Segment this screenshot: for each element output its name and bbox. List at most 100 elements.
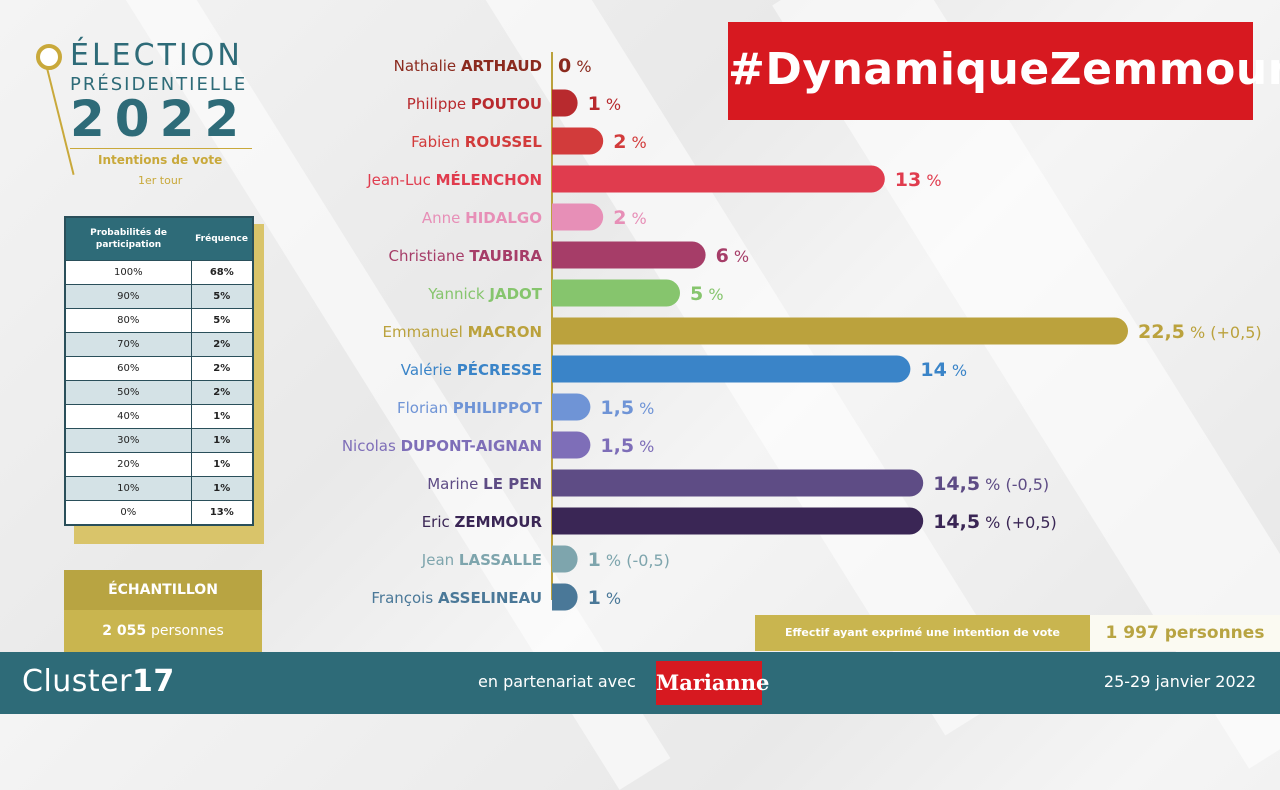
value-label: 14,5 % (+0,5) <box>933 511 1057 533</box>
candidate-label: Jean-Luc MÉLENCHON <box>366 170 542 189</box>
value-label: 6 % <box>716 245 750 267</box>
brand-bold: 17 <box>131 664 175 699</box>
candidate-lastname: JADOT <box>488 285 542 303</box>
value-number: 1,5 <box>600 397 634 419</box>
candidate-firstname: Philippe <box>407 95 471 113</box>
table-header-probability: Probabilités de participation <box>65 217 192 261</box>
effectif-value: 1 997 personnes <box>1090 615 1280 651</box>
candidate-lastname: ASSELINEAU <box>438 589 542 607</box>
bar-base <box>552 545 566 573</box>
value-label: 1 % (-0,5) <box>588 549 670 571</box>
hashtag-banner: #DynamiqueZemmour <box>728 22 1280 120</box>
candidate-label: Fabien ROUSSEL <box>411 133 542 151</box>
effectif-box: Effectif ayant exprimé une intention de … <box>755 615 1280 651</box>
candidate-label: Nathalie ARTHAUD <box>394 57 542 75</box>
probability-cell: 40% <box>64 404 192 429</box>
candidate-firstname: Yannick <box>427 285 489 303</box>
probability-cell: 100% <box>64 260 192 285</box>
frequency-cell: 5% <box>190 284 254 309</box>
candidate-lastname: ZEMMOUR <box>455 513 543 531</box>
table-row: 10% 1% <box>64 476 254 501</box>
table-row: 60% 2% <box>64 356 254 381</box>
value-number: 22,5 <box>1138 321 1185 343</box>
value-number: 14 <box>920 359 946 381</box>
bar-base <box>552 279 566 307</box>
participation-table-wrap: Probabilités de participation Fréquence … <box>64 216 264 544</box>
title-presidentielle: PRÉSIDENTIELLE <box>70 74 248 95</box>
value-unit: % <box>947 361 967 380</box>
candidate-lastname: ARTHAUD <box>461 57 542 75</box>
value-label: 14,5 % (-0,5) <box>933 473 1049 495</box>
bar-base <box>552 317 566 345</box>
candidate-lastname: MÉLENCHON <box>436 170 542 189</box>
partner-text: en partenariat avec <box>478 672 636 691</box>
candidate-label: Jean LASSALLE <box>421 551 542 569</box>
bar <box>552 317 1128 345</box>
table-row: 40% 1% <box>64 404 254 429</box>
candidate-lastname: POUTOU <box>471 95 542 113</box>
candidate-firstname: Jean <box>421 551 459 569</box>
effectif-label: Effectif ayant exprimé une intention de … <box>755 615 1090 651</box>
value-number: 1 <box>588 549 601 571</box>
value-number: 0 <box>558 55 571 77</box>
value-unit: % <box>601 589 621 608</box>
value-change: (+0,5) <box>1000 513 1056 532</box>
value-number: 1 <box>588 93 601 115</box>
probability-cell: 70% <box>64 332 192 357</box>
bar-base <box>552 89 566 117</box>
candidate-firstname: Nathalie <box>394 57 461 75</box>
value-label: 1 % <box>588 93 622 115</box>
cluster17-logo: Cluster17 <box>22 664 175 699</box>
candidate-firstname: Eric <box>422 513 455 531</box>
table-row: 0% 13% <box>64 500 254 526</box>
value-unit: % <box>703 285 723 304</box>
value-unit: % <box>921 171 941 190</box>
candidate-label: Emmanuel MACRON <box>383 323 542 341</box>
candidate-firstname: Fabien <box>411 133 465 151</box>
marianne-logo: Marianne <box>656 661 769 705</box>
frequency-cell: 1% <box>190 452 254 477</box>
bar-base <box>552 203 566 231</box>
value-change: (-0,5) <box>1000 475 1049 494</box>
value-label: 22,5 % (+0,5) <box>1138 321 1262 343</box>
title-underline <box>70 148 252 149</box>
candidate-label: Yannick JADOT <box>427 285 543 303</box>
bar-base <box>552 469 566 497</box>
candidate-firstname: Valérie <box>401 361 457 379</box>
participation-table: Probabilités de participation Fréquence … <box>64 216 254 526</box>
bar <box>552 355 911 383</box>
bar <box>552 469 924 497</box>
candidate-lastname: LASSALLE <box>459 551 542 569</box>
probability-cell: 20% <box>64 452 192 477</box>
value-label: 1 % <box>588 587 622 609</box>
value-unit: % <box>601 95 621 114</box>
value-unit: % <box>634 437 654 456</box>
value-unit: % <box>626 209 646 228</box>
value-unit: % <box>571 57 591 76</box>
logo-ring-icon <box>36 44 62 70</box>
frequency-cell: 1% <box>190 428 254 453</box>
value-number: 14,5 <box>933 511 980 533</box>
candidate-label: Christiane TAUBIRA <box>389 247 543 265</box>
bar-base <box>552 431 566 459</box>
value-change: (+0,5) <box>1205 323 1261 342</box>
value-unit: % <box>634 399 654 418</box>
table-row: 90% 5% <box>64 284 254 309</box>
echantillon-value: 2 055 <box>102 623 147 639</box>
title-election: ÉLECTION <box>70 38 243 73</box>
value-number: 1 <box>588 587 601 609</box>
value-number: 1,5 <box>600 435 634 457</box>
value-label: 1,5 % <box>600 397 654 419</box>
value-number: 14,5 <box>933 473 980 495</box>
candidate-label: Florian PHILIPPOT <box>397 399 543 417</box>
candidate-firstname: Christiane <box>389 247 470 265</box>
survey-dates: 25-29 janvier 2022 <box>1103 672 1256 691</box>
value-number: 13 <box>895 169 921 191</box>
candidate-label: Nicolas DUPONT-AIGNAN <box>342 437 542 455</box>
table-row: 50% 2% <box>64 380 254 405</box>
value-unit: % <box>1185 323 1205 342</box>
value-number: 2 <box>613 131 626 153</box>
candidate-lastname: TAUBIRA <box>469 247 542 265</box>
frequency-cell: 2% <box>190 380 254 405</box>
value-label: 5 % <box>690 283 724 305</box>
